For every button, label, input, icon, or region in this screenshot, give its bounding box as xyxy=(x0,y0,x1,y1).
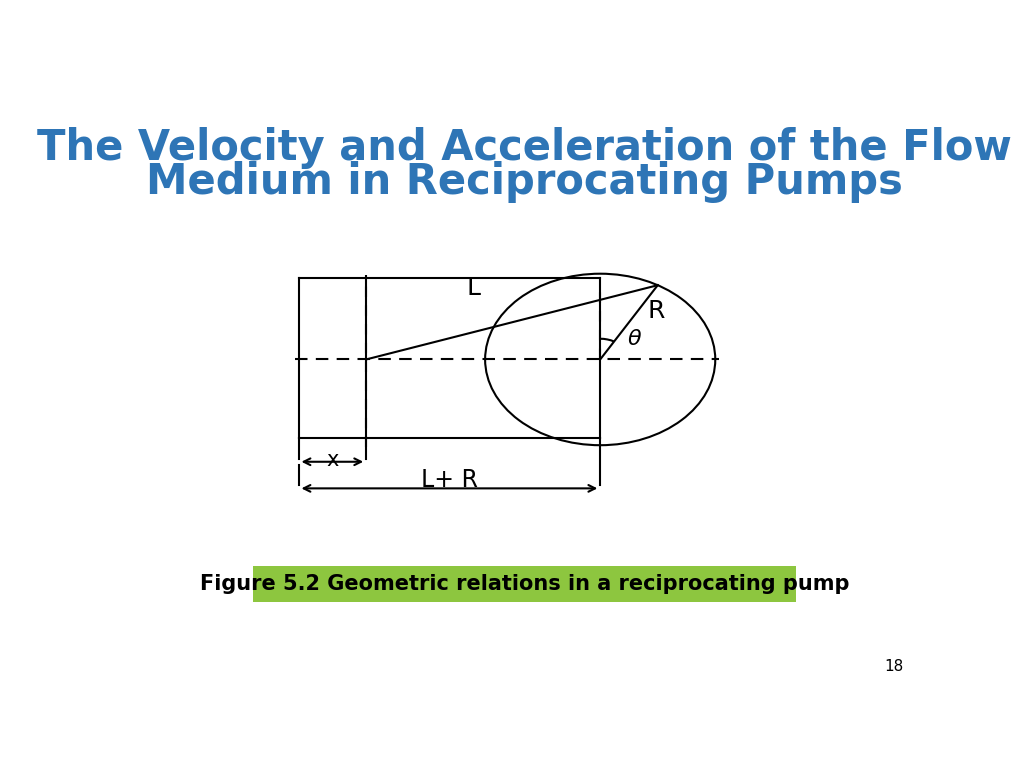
Text: R: R xyxy=(647,299,665,323)
Text: L+ R: L+ R xyxy=(421,468,478,492)
Text: 18: 18 xyxy=(884,660,903,674)
Text: The Velocity and Acceleration of the Flow: The Velocity and Acceleration of the Flo… xyxy=(37,127,1013,169)
Text: L: L xyxy=(466,276,480,300)
Text: $\theta$: $\theta$ xyxy=(627,329,642,349)
Text: x: x xyxy=(327,450,339,470)
Bar xyxy=(253,567,797,602)
Text: Medium in Reciprocating Pumps: Medium in Reciprocating Pumps xyxy=(146,161,903,203)
Text: Figure 5.2 Geometric relations in a reciprocating pump: Figure 5.2 Geometric relations in a reci… xyxy=(200,574,850,594)
